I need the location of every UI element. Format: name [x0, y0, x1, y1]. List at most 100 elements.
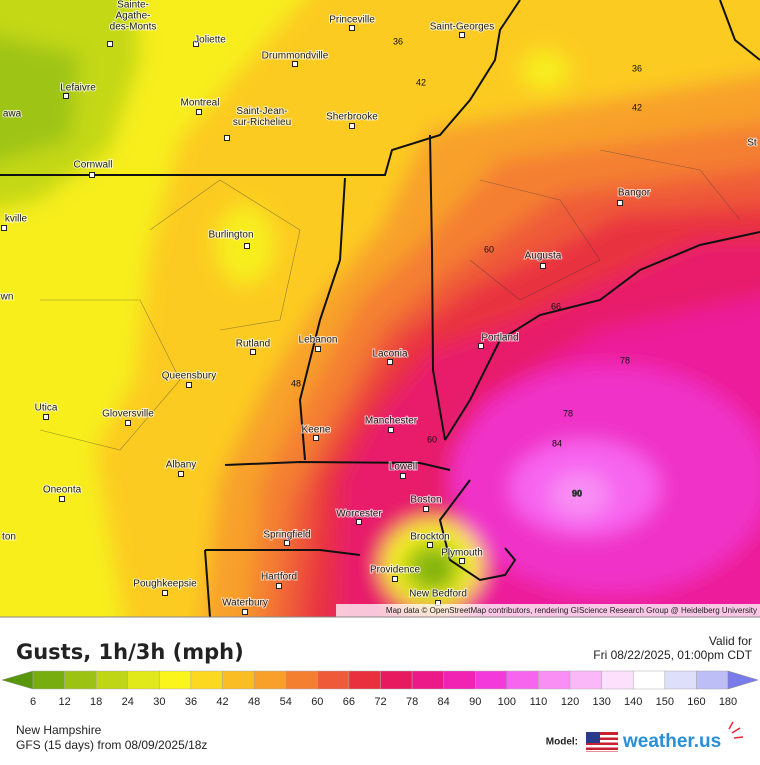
city-label: Lebanon [299, 335, 338, 346]
city-label: Poughkeepsie [133, 579, 197, 590]
city-label: Waterbury [222, 598, 268, 609]
scale-high-arrow [727, 670, 759, 690]
city-dot [617, 200, 623, 206]
scale-label: 140 [624, 696, 642, 708]
city-dot [59, 496, 65, 502]
brand: weather.us [622, 731, 721, 752]
scale-swatch [222, 670, 255, 690]
city-dot [89, 172, 95, 178]
borders [0, 0, 760, 617]
city-label: Bangor [618, 188, 651, 199]
scale-swatch [538, 670, 571, 690]
contour-label: 84 [552, 438, 562, 448]
city-dot [284, 540, 290, 546]
scale-label: 84 [438, 696, 450, 708]
city-label: Worcester [336, 509, 382, 520]
city-label: Cornwall [74, 160, 113, 171]
county-lines [39, 149, 741, 451]
city-dot [400, 473, 406, 479]
valid-label: Valid for [709, 634, 752, 648]
city-dot [250, 349, 256, 355]
city-label: Princeville [329, 15, 375, 26]
city-dot [125, 420, 131, 426]
city-dot [349, 123, 355, 129]
city-dot [459, 32, 465, 38]
city-dot [292, 61, 298, 67]
scale-swatch [285, 670, 318, 690]
city-dot [313, 435, 319, 441]
contour-label: 78 [563, 408, 573, 418]
city-label: Providence [370, 565, 420, 576]
city-label: Boston [410, 495, 441, 506]
city-dot [540, 263, 546, 269]
us-flag [586, 732, 618, 752]
city-label: Plymouth [441, 548, 483, 559]
city-label: Saint-Jean- [236, 106, 287, 117]
scale-swatch [95, 670, 129, 690]
city-dot [242, 609, 248, 615]
city-label: Springfield [263, 530, 310, 541]
city-label: ton [2, 532, 16, 543]
scale-label: 6 [30, 696, 36, 708]
city-label: Queensbury [162, 371, 216, 382]
city-dot [186, 382, 192, 388]
scale-label: 42 [216, 696, 228, 708]
city-dot [162, 590, 168, 596]
city-label: Gloversville [102, 409, 154, 420]
contour-label: 48 [291, 378, 301, 388]
city-label: Sherbrooke [326, 112, 378, 123]
attribution-bg [336, 604, 760, 617]
valid-time: Fri 08/22/2025, 01:00pm CDT [593, 648, 752, 662]
city-label: Rutland [236, 339, 270, 350]
scale-label: 48 [248, 696, 260, 708]
scale-label: 66 [343, 696, 355, 708]
city-label: awa [3, 109, 22, 120]
city-dot [196, 109, 202, 115]
scale-swatch [569, 670, 602, 690]
city-label: Drummondville [262, 51, 329, 62]
contour-label: 36 [632, 63, 642, 73]
scale-label: 24 [122, 696, 134, 708]
city-label: sur-Richelieu [233, 117, 291, 128]
scale-swatch [64, 670, 97, 690]
scale-swatch [632, 670, 666, 690]
city-label: Montreal [181, 98, 220, 109]
city-label: Hartford [261, 572, 297, 583]
scale-swatch [190, 670, 223, 690]
scale-label: 18 [90, 696, 102, 708]
scale-swatch [664, 670, 697, 690]
contour-label: 60 [484, 244, 494, 254]
contour-label: 42 [416, 77, 426, 87]
city-label: Joliette [194, 35, 226, 46]
city-label: wn [0, 292, 13, 303]
panel-title: Gusts, 1h/3h (mph) [16, 640, 244, 664]
scale-label: 100 [498, 696, 516, 708]
scale-label: 110 [530, 696, 548, 708]
contour-label: 90 [572, 488, 582, 498]
city-dot [356, 519, 362, 525]
contour-label: 42 [632, 102, 642, 112]
region: New Hampshire [16, 723, 102, 737]
scale-label: 54 [280, 696, 292, 708]
map: Sainte-Agathe-des-Monts Joliette Princevil… [0, 0, 760, 617]
city-dot [43, 414, 49, 420]
city-label: Oneonta [43, 485, 82, 496]
contour-label: 60 [427, 434, 437, 444]
city-label: New Bedford [409, 589, 467, 600]
city-dot [459, 558, 465, 564]
city-label: Augusta [525, 251, 562, 262]
scale-label: 60 [311, 696, 323, 708]
scale-swatch [506, 670, 539, 690]
city-dot [193, 41, 199, 47]
scale-label: 78 [406, 696, 418, 708]
city-label: Portland [481, 333, 518, 344]
city-label: Lowell [389, 462, 417, 473]
scale-swatch [380, 670, 413, 690]
city-dot [244, 243, 250, 249]
contour-labels: 36 42 36 42 60 66 48 60 78 78 84 90 [291, 36, 642, 498]
model-label: Model: [546, 737, 578, 748]
city-dot [178, 471, 184, 477]
city-dot [387, 359, 393, 365]
scale-label: 130 [592, 696, 610, 708]
